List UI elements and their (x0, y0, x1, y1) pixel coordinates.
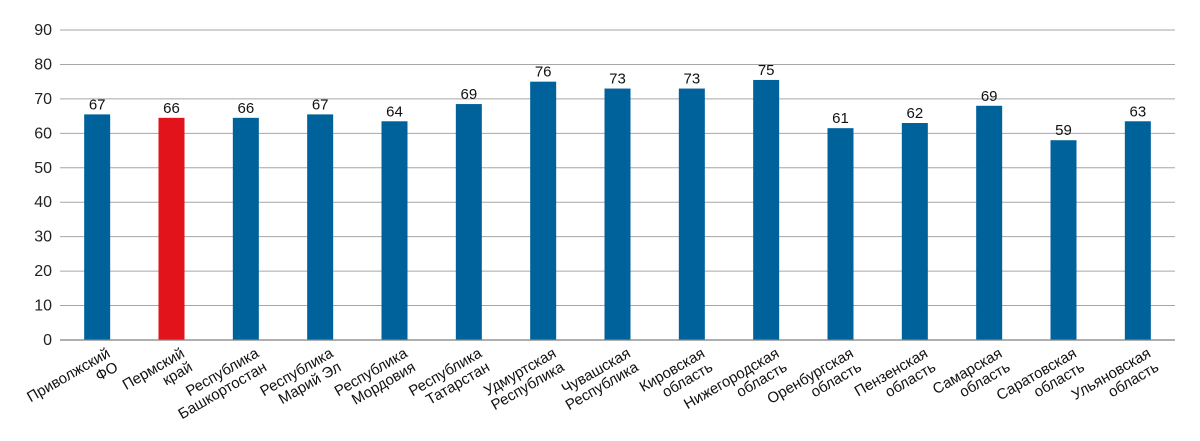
y-tick-label: 70 (34, 91, 52, 108)
bar (232, 117, 259, 340)
y-tick-label: 10 (34, 298, 52, 315)
category-labels: ПриволжскийФОПермскийкрайРеспубликаБашко… (24, 344, 1162, 422)
bars (84, 79, 1151, 341)
data-label: 62 (906, 105, 923, 122)
data-label: 64 (386, 103, 403, 120)
data-label: 66 (163, 100, 180, 117)
y-tick-label: 80 (34, 56, 52, 73)
bar (678, 88, 705, 340)
bar (381, 121, 408, 341)
y-tick-label: 40 (34, 194, 52, 211)
bar (530, 81, 557, 341)
data-label: 61 (832, 110, 849, 127)
data-label: 73 (609, 71, 626, 88)
data-label: 66 (237, 100, 254, 117)
y-tick-label: 50 (34, 160, 52, 177)
data-label: 69 (981, 88, 998, 105)
bar (976, 105, 1003, 341)
data-labels: 67 66 66 67 64 69 76 73 73 75 61 62 69 59 63 (89, 62, 1146, 139)
y-tick-label: 30 (34, 229, 52, 246)
bar (158, 117, 185, 340)
data-label: 63 (1129, 103, 1146, 120)
y-tick-label: 60 (34, 125, 52, 142)
y-axis-ticks: 0 10 20 30 40 50 60 70 80 90 (34, 22, 52, 349)
bar (1124, 121, 1151, 341)
data-label: 67 (89, 96, 106, 113)
y-tick-label: 20 (34, 263, 52, 280)
data-label: 67 (312, 96, 329, 113)
bar (827, 128, 854, 340)
data-label: 59 (1055, 122, 1072, 139)
y-tick-label: 0 (43, 332, 52, 349)
y-tick-label: 90 (34, 22, 52, 39)
bar (1050, 140, 1077, 340)
bar (84, 114, 111, 340)
bar (753, 79, 780, 340)
data-label: 69 (460, 86, 477, 103)
bar (604, 88, 631, 340)
data-label: 76 (535, 64, 552, 81)
bar (455, 104, 482, 340)
bar (307, 114, 334, 340)
bar (901, 123, 928, 340)
data-label: 75 (758, 62, 775, 79)
data-label: 73 (683, 71, 700, 88)
